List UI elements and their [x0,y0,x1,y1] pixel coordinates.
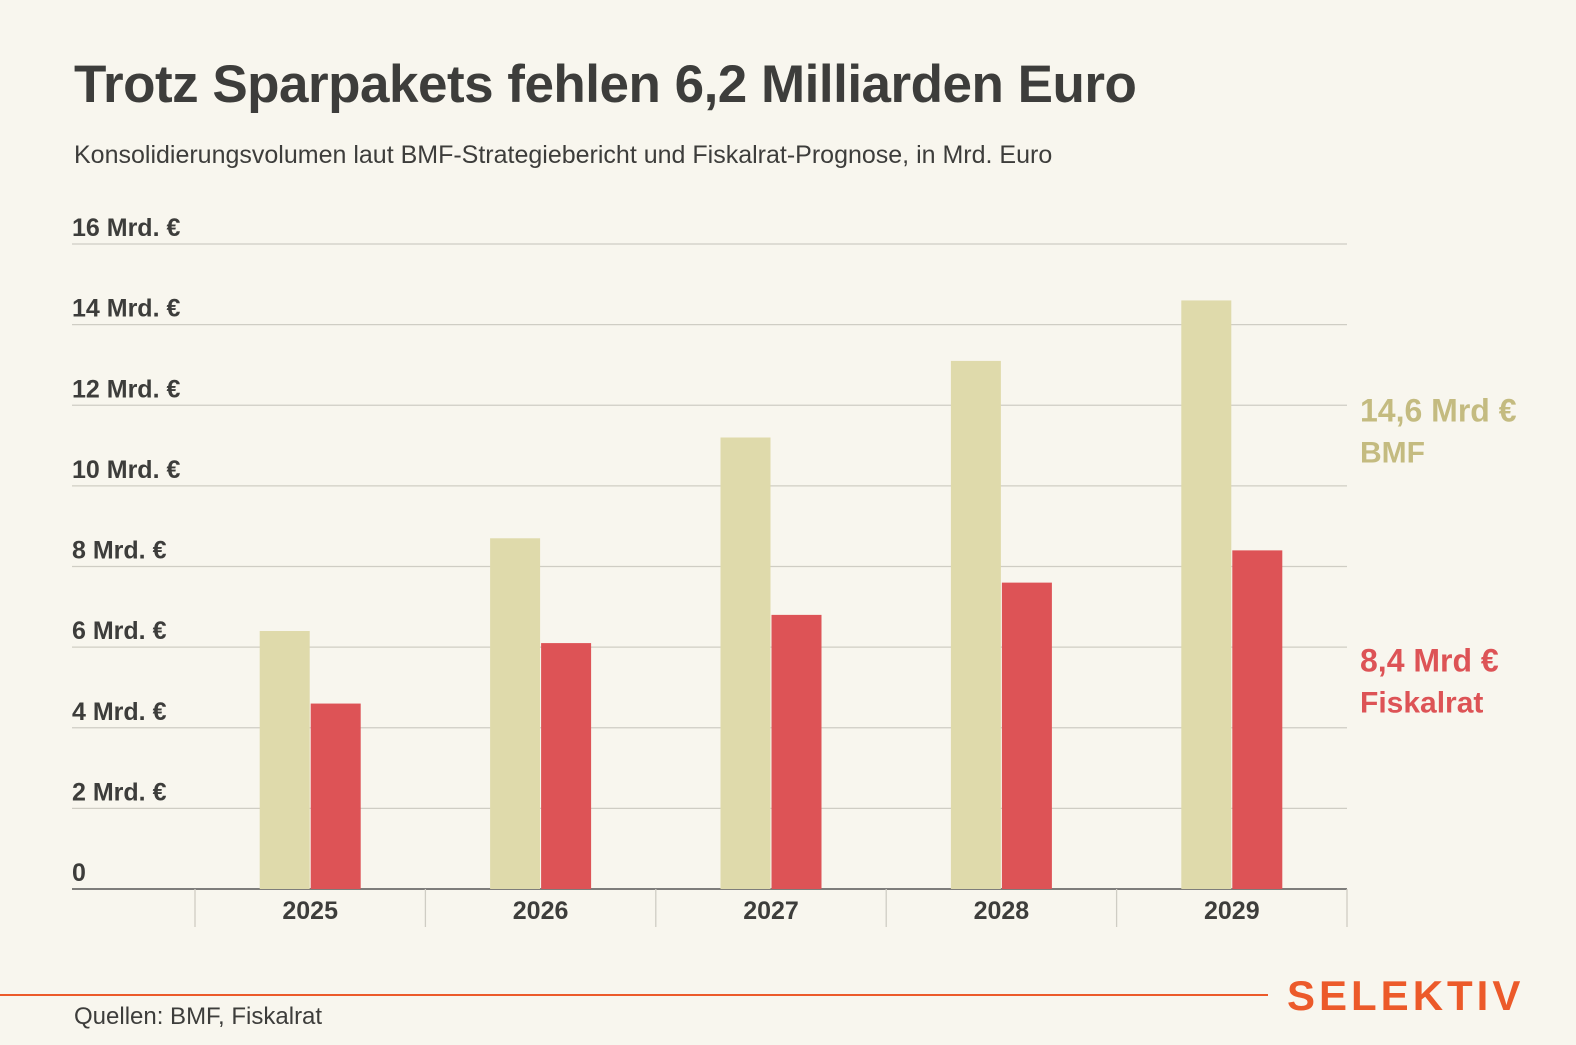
y-tick-label: 2 Mrd. € [72,778,167,806]
bar-fiskalrat [541,643,592,889]
y-tick-label: 12 Mrd. € [72,375,180,403]
bar-bmf [720,437,771,889]
end-label-series: BMF [1360,436,1425,469]
x-tick-label: 2027 [743,897,799,925]
x-tick-label: 2025 [282,897,338,925]
bar-fiskalrat [1232,550,1283,889]
bar-bmf [490,538,541,889]
bar-fiskalrat [771,614,822,889]
bar-fiskalrat [1001,582,1052,889]
y-tick-label: 16 Mrd. € [72,214,180,242]
y-tick-label: 8 Mrd. € [72,537,167,565]
brand-logo: SELEKTIV [1287,972,1525,1019]
bar-bmf [259,631,310,889]
bar-bmf [1181,300,1232,889]
x-tick-label: 2026 [513,897,569,925]
chart-title: Trotz Sparpakets fehlen 6,2 Milliarden E… [74,55,1137,114]
y-tick-label: 14 Mrd. € [72,295,180,323]
source-note: Quellen: BMF, Fiskalrat [74,1003,323,1030]
bar-fiskalrat [310,703,361,889]
y-tick-label: 10 Mrd. € [72,456,180,484]
footer-divider [0,994,1268,996]
bar-bmf [950,360,1001,889]
y-tick-label: 4 Mrd. € [72,698,167,726]
y-tick-label: 0 [72,859,86,887]
chart-subtitle: Konsolidierungsvolumen laut BMF-Strategi… [74,141,1053,169]
y-tick-label: 6 Mrd. € [72,617,167,645]
x-tick-label: 2029 [1204,897,1260,925]
end-label-value: 14,6 Mrd € [1360,392,1517,428]
x-tick-label: 2028 [974,897,1030,925]
end-label-value: 8,4 Mrd € [1360,642,1499,678]
end-label-series: Fiskalrat [1360,686,1483,719]
